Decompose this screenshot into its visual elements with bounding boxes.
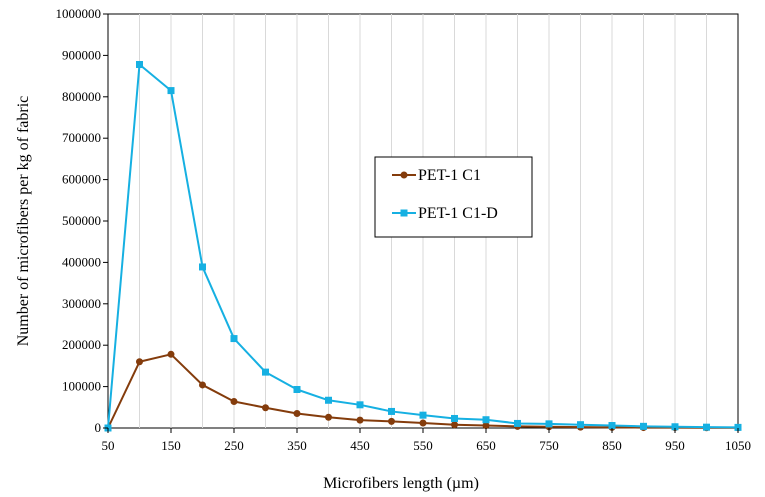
legend-box: [374, 156, 533, 238]
data-point: [703, 423, 710, 431]
x-tick-label: 150: [161, 438, 181, 453]
data-point: [199, 381, 206, 389]
data-point: [167, 350, 175, 358]
y-tick-label: 1000000: [56, 6, 102, 21]
data-point: [419, 411, 427, 419]
y-tick-label: 100000: [62, 379, 101, 394]
data-point: [451, 421, 458, 429]
data-point: [293, 410, 301, 418]
data-point: [293, 385, 301, 393]
x-tick-label: 350: [287, 438, 307, 453]
legend-swatch-marker: [400, 171, 408, 179]
y-tick-label: 0: [95, 420, 102, 435]
legend-item-1: PET-1 C1: [392, 167, 481, 184]
legend-items: PET-1 C1 PET-1 C1-D: [392, 167, 498, 222]
data-point: [199, 263, 206, 271]
x-tick-label: 50: [102, 438, 115, 453]
data-point: [482, 422, 490, 430]
data-point: [356, 401, 364, 409]
data-point: [136, 358, 143, 366]
x-tick-label: 850: [602, 438, 622, 453]
y-tick-label: 500000: [62, 213, 101, 228]
x-tick-label: 250: [224, 438, 244, 453]
x-axis-title: Microfibers length (µm): [323, 475, 479, 492]
y-tick-label: 700000: [62, 130, 101, 145]
axes: 50 150 250 350 450 550 650 750 850 950 1050 0 100000…: [56, 6, 752, 453]
x-tick-label: 1050: [725, 438, 751, 453]
y-tick-label: 900000: [62, 47, 101, 62]
data-point: [734, 423, 742, 431]
data-point: [514, 419, 521, 427]
data-point: [482, 416, 490, 424]
data-point: [577, 421, 584, 429]
data-point: [136, 61, 143, 69]
x-tick-label: 750: [539, 438, 559, 453]
x-tick-label: 450: [350, 438, 370, 453]
data-point: [262, 368, 269, 376]
legend-item-2: PET-1 C1-D: [392, 205, 498, 222]
x-tick-label: 950: [665, 438, 685, 453]
data-point: [671, 423, 679, 431]
data-point: [325, 413, 332, 421]
data-point: [388, 407, 395, 415]
legend-swatch-marker: [400, 209, 408, 217]
data-point: [167, 87, 175, 95]
x-tick-label: 650: [476, 438, 496, 453]
data-point: [325, 396, 332, 404]
data-point: [230, 398, 238, 406]
y-axis-title: Number of microfibers per kg of fabric: [15, 96, 32, 347]
y-tick-label: 200000: [62, 337, 101, 352]
data-point: [608, 422, 616, 430]
legend-label: PET-1 C1-D: [418, 205, 498, 222]
data-point: [451, 414, 458, 422]
legend-label: PET-1 C1: [418, 167, 481, 184]
y-tick-label: 400000: [62, 254, 101, 269]
data-point: [356, 416, 364, 424]
data-point: [230, 335, 238, 343]
x-tick-label: 550: [413, 438, 433, 453]
y-tick-label: 600000: [62, 172, 101, 187]
series-layer: [104, 61, 742, 432]
data-point: [640, 422, 647, 430]
data-point: [545, 420, 553, 428]
legend: PET-1 C1 PET-1 C1-D: [374, 156, 533, 238]
y-tick-label: 800000: [62, 89, 101, 104]
y-tick-label: 300000: [62, 296, 101, 311]
data-point: [388, 417, 395, 425]
data-point: [419, 419, 427, 427]
data-point: [262, 404, 269, 412]
